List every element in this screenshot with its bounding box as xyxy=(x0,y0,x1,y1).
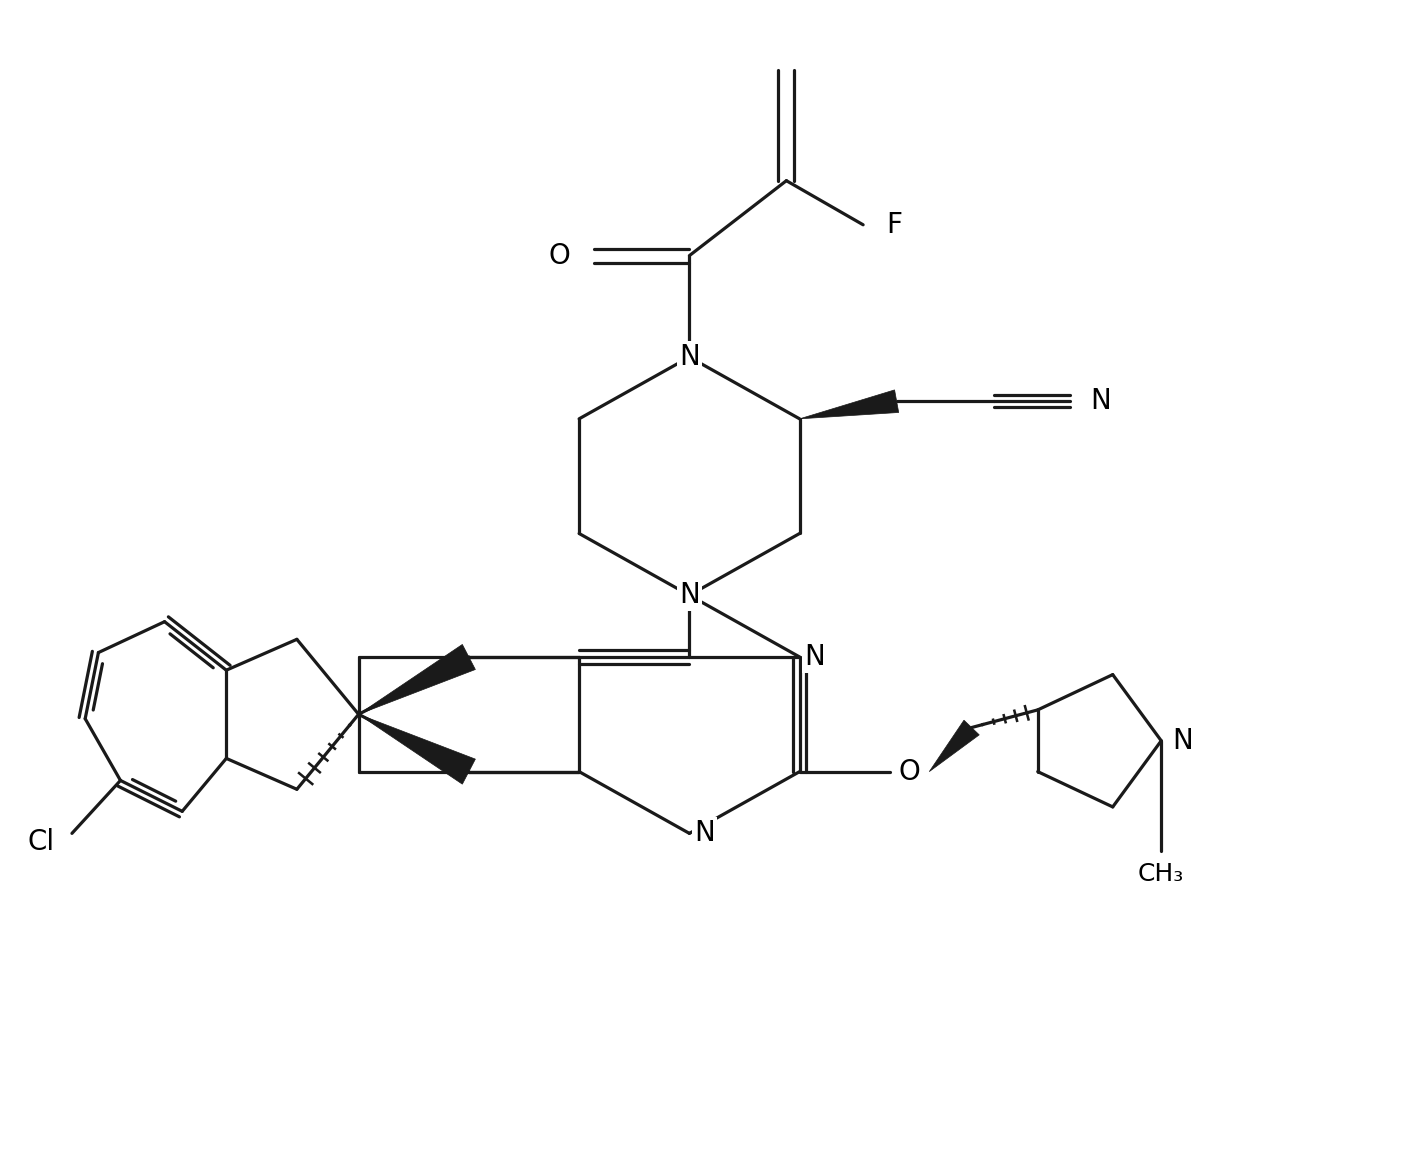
Text: N: N xyxy=(1172,726,1192,754)
Text: CH₃: CH₃ xyxy=(1138,861,1185,886)
Text: Cl: Cl xyxy=(27,829,55,857)
Text: F: F xyxy=(887,211,902,239)
Polygon shape xyxy=(929,721,980,772)
Text: O: O xyxy=(549,242,570,270)
Text: N: N xyxy=(1090,388,1111,416)
Text: N: N xyxy=(679,581,700,609)
Polygon shape xyxy=(359,645,475,715)
Polygon shape xyxy=(799,390,899,419)
Text: N: N xyxy=(694,819,714,847)
Text: N: N xyxy=(679,343,700,371)
Text: O: O xyxy=(899,758,921,786)
Polygon shape xyxy=(359,715,475,785)
Text: N: N xyxy=(805,643,824,670)
